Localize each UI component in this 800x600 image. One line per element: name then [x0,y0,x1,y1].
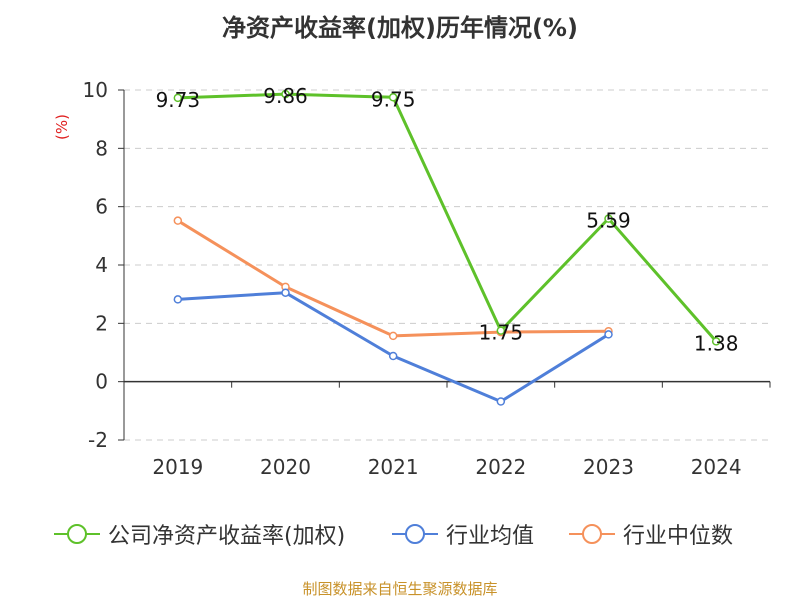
data-point[interactable] [281,89,290,99]
legend-item-industry-average[interactable]: 行业均值 [390,518,534,550]
y-tick-label: 0 [95,370,108,394]
series-line-0 [177,92,718,343]
y-tick-label: 4 [95,253,108,277]
data-point[interactable] [388,331,398,341]
data-point[interactable] [604,214,613,223]
legend-item-industry-median[interactable]: 行业中位数 [567,518,733,550]
data-point[interactable] [496,326,506,335]
y-tick-label: -2 [88,428,108,452]
data-label: 1.38 [694,331,739,355]
data-label: 9.73 [156,88,201,112]
legend-line-circle-icon [569,524,615,544]
legend-label: 公司净资产收益率(加权) [108,524,346,549]
data-point[interactable] [388,93,398,102]
x-tick-label: 2023 [583,455,634,479]
x-tick-label: 2020 [260,455,311,479]
data-label: 1.75 [479,321,524,345]
y-tick-label: 8 [95,136,108,160]
y-tick-label: 2 [95,311,108,335]
x-tick-label: 2022 [475,455,526,479]
series-line-1 [177,291,610,403]
series-line-2 [177,219,609,338]
legend-label: 行业中位数 [623,524,734,549]
data-point[interactable] [173,295,183,304]
data-label: 9.75 [371,87,416,111]
legend-item-company-roe[interactable]: 公司净资产收益率(加权) [52,518,345,550]
x-tick-label: 2021 [368,455,419,479]
data-label: 9.86 [263,84,308,108]
chart-title: 净资产收益率(加权)历年情况(%) [222,14,578,42]
data-point[interactable] [173,216,183,225]
data-point[interactable] [281,288,290,297]
x-tick-label: 2024 [691,455,742,479]
data-label: 5.59 [586,209,631,233]
data-point[interactable] [388,351,398,361]
data-point[interactable] [173,93,183,103]
data-point[interactable] [496,397,506,406]
x-tick-label: 2019 [152,455,203,479]
data-point[interactable] [604,330,613,339]
y-axis-unit-label: (%) [53,114,71,140]
legend-line-circle-icon [54,524,100,544]
legend-label: 行业均值 [446,524,535,549]
legend-line-circle-icon [392,524,438,544]
data-point[interactable] [711,337,721,346]
source-note: 制图数据来自恒生聚源数据库 [302,580,498,598]
y-tick-label: 10 [83,78,108,102]
y-tick-label: 6 [95,195,108,219]
